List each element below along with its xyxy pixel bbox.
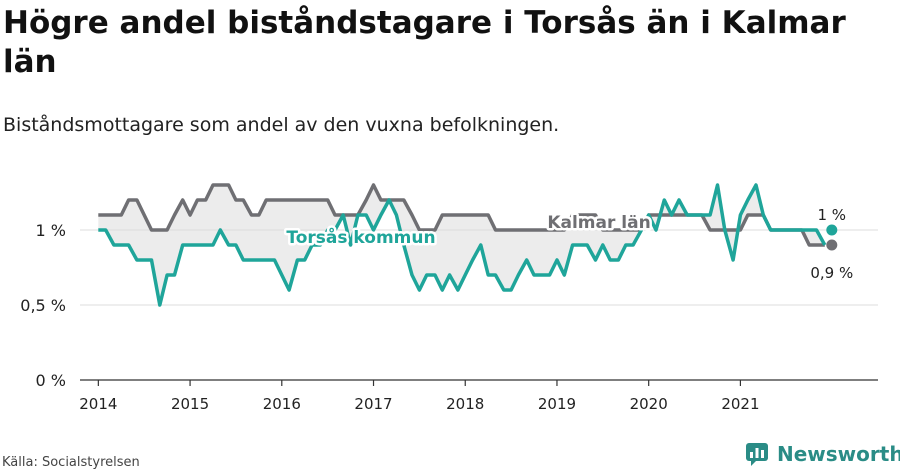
- torsas-series-label: Torsås kommun: [286, 226, 435, 248]
- torsas-series-line: [98, 183, 827, 307]
- x-tick-label: 2019: [538, 395, 576, 413]
- x-tick-label: 2014: [79, 395, 117, 413]
- x-tick-label: 2017: [354, 395, 392, 413]
- kalmar-series-label: Kalmar län: [547, 213, 650, 233]
- newsworthy-logo-icon: [746, 443, 768, 466]
- kalmar-end-label: 0,9 %: [810, 264, 853, 282]
- torsas-end-point: [826, 224, 838, 236]
- x-tick-label: 2020: [630, 395, 668, 413]
- source-note: Källa: Socialstyrelsen: [2, 455, 140, 470]
- kalmar-end-point: [826, 239, 838, 251]
- page-title: Högre andel biståndstagare i Torsås än i…: [3, 5, 846, 80]
- x-tick-label: 2021: [721, 395, 759, 413]
- brand-name: Newsworthy: [777, 442, 900, 466]
- x-tick-label: 2015: [171, 395, 209, 413]
- y-tick-label: 1 %: [36, 221, 66, 240]
- y-tick-label: 0,5 %: [20, 296, 66, 315]
- y-tick-label: 0 %: [36, 371, 66, 390]
- torsas-end-label: 1 %: [818, 206, 847, 224]
- kalmar-series-line: [98, 183, 825, 247]
- page-subtitle: Biståndsmottagare som andel av den vuxna…: [3, 114, 560, 136]
- brand-logo-group: Newsworthy: [745, 442, 900, 466]
- x-tick-label: 2018: [446, 395, 484, 413]
- x-tick-label: 2016: [263, 395, 301, 413]
- difference-area: [98, 185, 825, 305]
